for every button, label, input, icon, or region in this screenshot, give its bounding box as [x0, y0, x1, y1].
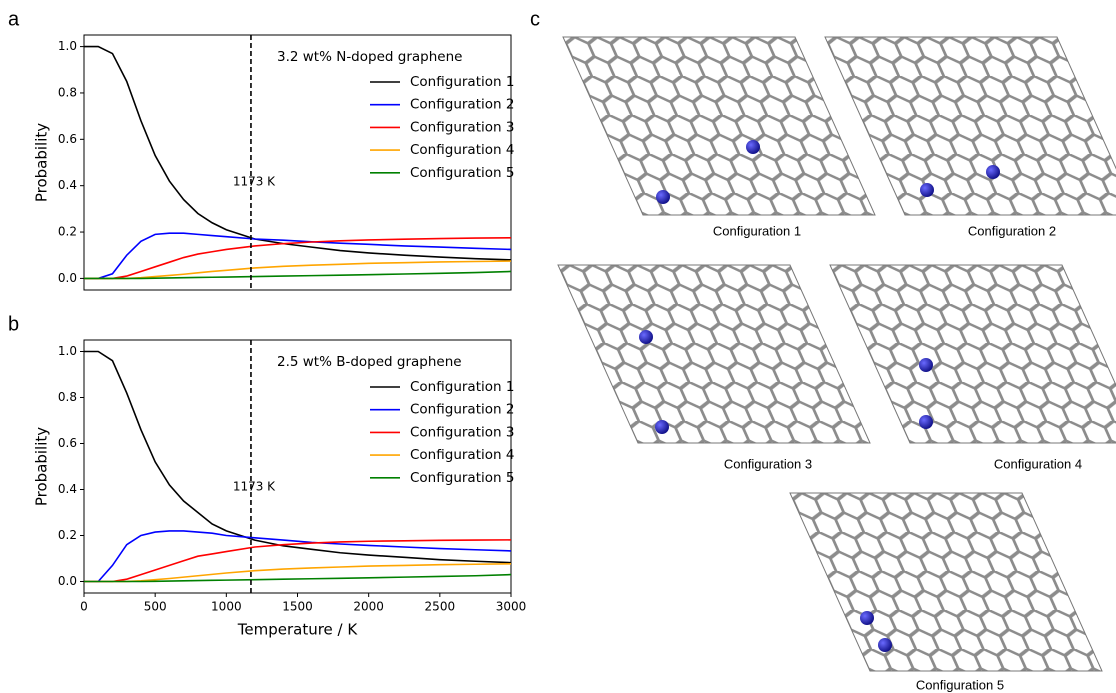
structure-caption: Configuration 4 [994, 456, 1082, 471]
legend-label: Configuration 2 [410, 402, 514, 418]
plot-frame [84, 340, 511, 593]
y-tick-label: 0.4 [58, 482, 77, 496]
structure [563, 37, 883, 215]
reference-label: 1173 K [233, 480, 276, 494]
legend-label: Configuration 4 [410, 447, 514, 463]
legend-label: Configuration 5 [410, 470, 514, 486]
series-line [84, 531, 511, 582]
y-tick-label: 0.8 [58, 85, 77, 99]
x-tick-label: 3000 [496, 600, 527, 614]
y-axis-label: Probability [33, 123, 51, 202]
x-tick-label: 0 [80, 600, 88, 614]
reference-label: 1173 K [233, 175, 276, 189]
panel-label: a [8, 8, 20, 30]
y-axis-label: Probability [33, 427, 51, 506]
legend-label: Configuration 3 [410, 424, 514, 440]
structure [830, 265, 1116, 443]
structure [825, 37, 1116, 215]
x-tick-label: 2500 [425, 600, 456, 614]
structure [790, 493, 1110, 671]
x-axis-label: Temperature / K [237, 621, 359, 639]
y-tick-label: 0.4 [58, 178, 77, 192]
y-tick-label: 0.2 [58, 528, 77, 542]
panel-label: b [8, 313, 19, 335]
panel-label: c [530, 8, 540, 30]
legend-label: Configuration 3 [410, 119, 514, 135]
x-tick-label: 1000 [211, 600, 242, 614]
legend-label: Configuration 1 [410, 379, 514, 395]
y-tick-label: 1.0 [58, 344, 77, 358]
x-tick-label: 1500 [282, 600, 313, 614]
chart-title: 2.5 wt% B-doped graphene [277, 354, 462, 370]
chart-title: 3.2 wt% N-doped graphene [277, 49, 462, 65]
y-tick-label: 0.0 [58, 574, 77, 588]
legend-label: Configuration 4 [410, 142, 514, 158]
legend-label: Configuration 5 [410, 165, 514, 181]
x-tick-label: 2000 [353, 600, 384, 614]
structure [558, 265, 878, 443]
series-line [84, 233, 511, 278]
structure-caption: Configuration 3 [724, 456, 812, 471]
y-tick-label: 0.0 [58, 271, 77, 285]
y-tick-label: 0.2 [58, 225, 77, 239]
structure-caption: Configuration 1 [713, 223, 801, 238]
x-tick-label: 500 [144, 600, 167, 614]
y-tick-label: 0.6 [58, 436, 77, 450]
y-tick-label: 0.8 [58, 390, 77, 404]
figure: a b c Configuration 1 Configuration 2 Co… [0, 0, 1116, 693]
y-tick-label: 0.6 [58, 132, 77, 146]
structure-caption: Configuration 2 [968, 223, 1056, 238]
structure-caption: Configuration 5 [916, 677, 1004, 692]
y-tick-label: 1.0 [58, 39, 77, 53]
legend-label: Configuration 2 [410, 97, 514, 113]
legend-label: Configuration 1 [410, 74, 514, 90]
